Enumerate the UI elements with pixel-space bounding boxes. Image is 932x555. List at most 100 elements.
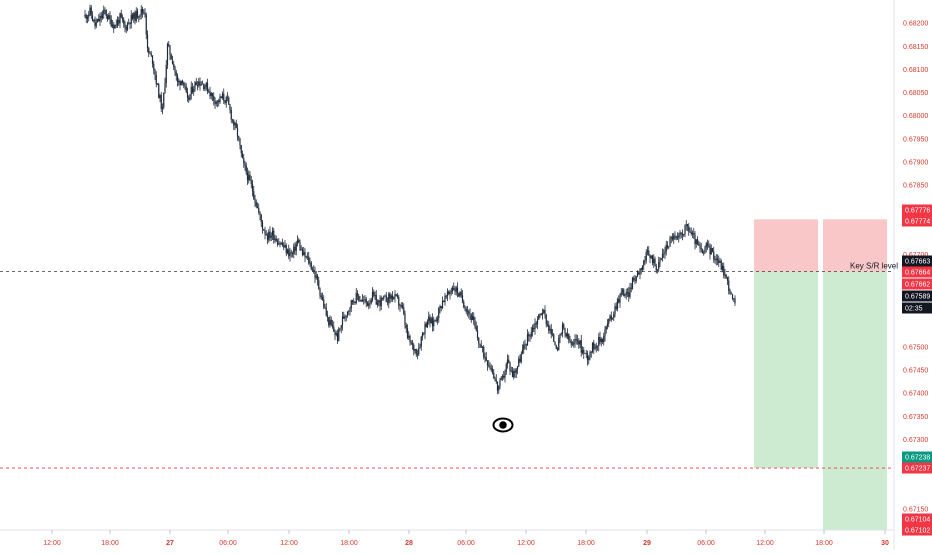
candle: [228, 95, 230, 105]
candle-body: [470, 314, 472, 320]
candle-body: [550, 328, 552, 335]
candle-body: [359, 300, 361, 301]
candle: [341, 311, 344, 331]
candle-body: [453, 287, 455, 291]
candle: [566, 328, 569, 340]
candle-body: [413, 344, 415, 351]
candle-body: [499, 379, 501, 386]
candle-body: [243, 158, 245, 163]
candle: [145, 12, 147, 40]
candle-body: [691, 233, 694, 235]
candle-body: [633, 277, 635, 281]
candle-body: [446, 291, 449, 297]
candle: [118, 16, 120, 26]
candle: [183, 81, 185, 89]
candle-body: [270, 235, 272, 238]
candle: [673, 232, 675, 244]
candle-body: [645, 252, 647, 261]
candle-body: [488, 365, 490, 367]
candle: [411, 339, 414, 350]
time-axis[interactable]: 12:00 18:00 27 06:00 12:00 18:00 28 06:00 12:00 1…: [43, 530, 889, 547]
price-tick-label: 0.67400: [903, 391, 928, 398]
eye-icon[interactable]: [492, 417, 514, 433]
candle: [550, 323, 552, 339]
candle-body: [246, 172, 249, 181]
candle-body: [125, 27, 127, 30]
candle: [594, 343, 596, 351]
candle: [700, 242, 702, 253]
candle-body: [604, 329, 606, 337]
candle-body: [306, 256, 309, 258]
candle-body: [185, 86, 187, 93]
candle: [269, 226, 271, 242]
candle: [285, 243, 287, 257]
candle-body: [530, 332, 532, 337]
candle: [258, 203, 260, 215]
candle-body: [285, 245, 287, 254]
time-tick-label: 06:00: [219, 540, 237, 547]
candle-body: [84, 14, 86, 17]
price-tick-label: 0.68150: [903, 44, 928, 51]
candle-body: [716, 258, 719, 261]
candle-body: [389, 293, 391, 299]
candle: [271, 227, 274, 240]
candle: [638, 271, 640, 275]
candle-body: [113, 24, 115, 29]
candle-body: [479, 343, 481, 345]
candle: [404, 310, 406, 329]
candle-body: [180, 80, 182, 86]
candle: [590, 350, 592, 358]
candle: [530, 327, 532, 339]
candle: [644, 255, 646, 265]
candle-body: [504, 371, 506, 378]
candle-body: [313, 269, 315, 272]
candle: [358, 293, 360, 303]
candle-body: [429, 316, 431, 324]
price-badge-text: 0.67102: [905, 528, 930, 535]
candle-body: [725, 274, 727, 278]
candle: [524, 339, 526, 350]
candle-body: [191, 86, 194, 93]
risk-zone-1[interactable]: [754, 219, 818, 272]
candle-body: [351, 300, 354, 303]
reward-zone-1[interactable]: [754, 271, 818, 469]
candle: [615, 302, 617, 311]
candle-body: [119, 13, 121, 24]
candle-body: [438, 308, 440, 319]
price-tick-label: 0.67150: [903, 506, 928, 513]
candle-body: [536, 319, 539, 325]
candle-body: [366, 302, 369, 306]
time-tick-label: 27: [166, 540, 174, 547]
candle-body: [316, 275, 319, 281]
candle-body: [109, 15, 111, 20]
price-badge-bg: [902, 290, 932, 302]
candle-body: [529, 336, 531, 337]
candle-body: [323, 299, 325, 308]
candle: [116, 16, 119, 28]
candle-body: [314, 271, 316, 278]
candle-body: [506, 359, 509, 365]
risk-zone-2[interactable]: [823, 219, 887, 272]
candle: [600, 337, 602, 347]
candle-body: [671, 237, 674, 240]
candle-body: [411, 343, 414, 345]
candle-body: [435, 320, 437, 321]
candle: [578, 338, 580, 349]
candle: [409, 334, 411, 346]
candle-body: [576, 339, 579, 342]
candle-body: [103, 9, 105, 15]
candle-body: [315, 275, 317, 278]
reward-zone-2[interactable]: [823, 271, 887, 531]
candle-body: [238, 136, 240, 139]
candle: [604, 326, 606, 342]
candle-body: [114, 24, 116, 29]
candle-body: [354, 301, 356, 303]
candle-body: [133, 12, 135, 19]
candle: [554, 341, 556, 346]
candle-body: [574, 339, 576, 343]
candle-body: [594, 348, 596, 350]
candle: [493, 369, 495, 379]
candle: [498, 385, 500, 394]
candle: [261, 219, 264, 234]
